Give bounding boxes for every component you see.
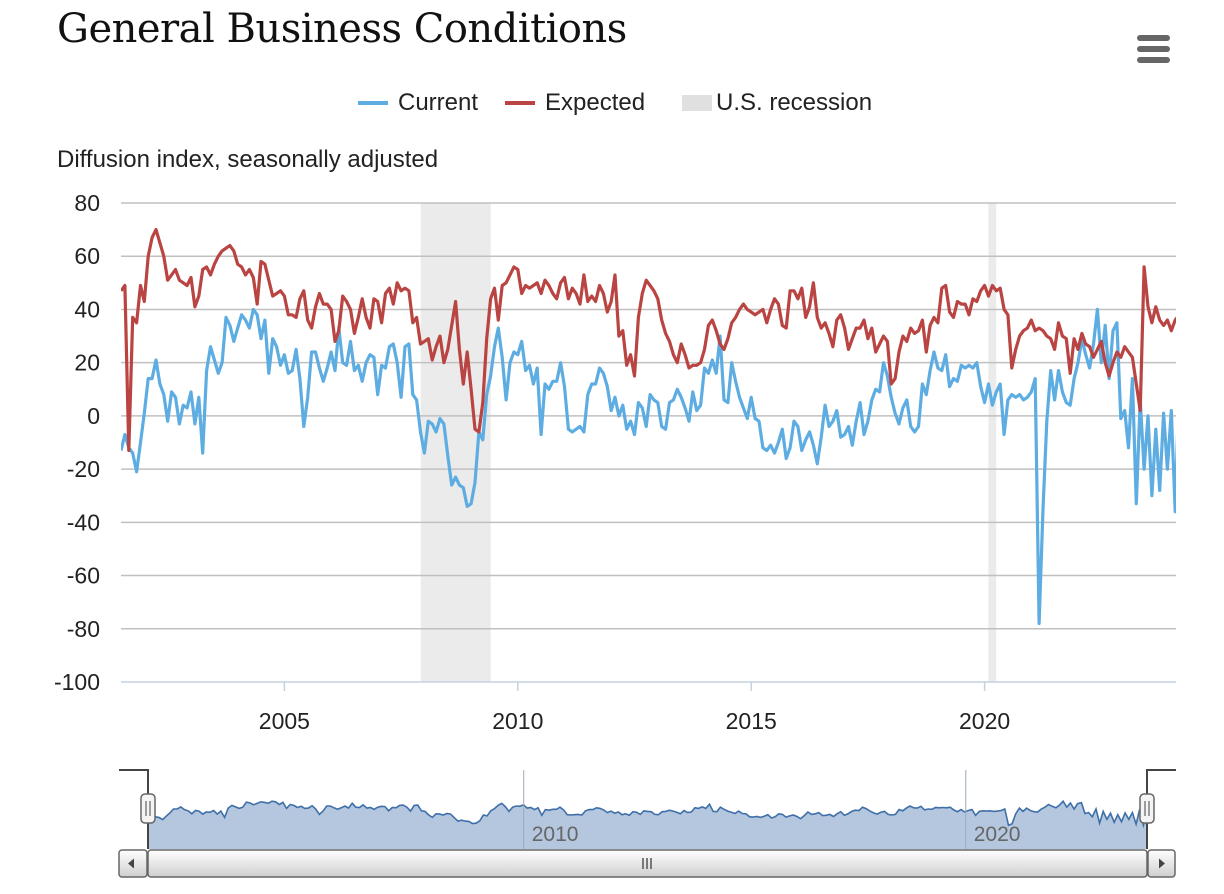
arrow-right-icon <box>1159 858 1165 869</box>
navigator-tick-label: 2020 <box>974 823 1021 846</box>
hamburger-menu-icon <box>1137 35 1170 41</box>
x-tick-label: 2015 <box>726 708 777 734</box>
scrollbar-thumb-bg <box>147 849 1148 878</box>
y-tick-label: 0 <box>87 403 100 429</box>
y-axis-labels: 80 60 40 20 0 -20 -40 -60 -80 -100 <box>54 190 100 695</box>
chart-context-menu-button[interactable] <box>1134 33 1172 65</box>
series-line-current[interactable] <box>121 307 1187 626</box>
legend-item-current[interactable]: Current <box>358 86 478 120</box>
y-tick-label: -40 <box>67 509 100 535</box>
legend-swatch-current <box>358 101 388 105</box>
navigator-tick-label: 2010 <box>532 823 579 846</box>
legend-item-expected[interactable]: Expected <box>505 86 645 120</box>
legend-swatch-expected <box>505 101 535 105</box>
navigator-handle-left[interactable] <box>140 793 156 824</box>
series-line-expected[interactable] <box>121 228 1224 453</box>
y-tick-label: -100 <box>54 669 100 695</box>
grip-icon <box>140 793 156 824</box>
y-tick-label: 60 <box>74 243 100 269</box>
y-tick-label: -80 <box>67 616 100 642</box>
recession-band <box>420 203 491 682</box>
navigator: 2010 2020 <box>118 769 1176 878</box>
scrollbar-right-button[interactable] <box>1147 849 1176 878</box>
y-tick-label: 80 <box>74 190 100 216</box>
legend: Current Expected U.S. recession <box>0 86 1224 120</box>
hamburger-menu-icon-bar <box>1137 46 1170 52</box>
recession-bands <box>420 203 997 682</box>
legend-label-recession: U.S. recession <box>716 89 873 116</box>
navigator-handle-right[interactable] <box>1139 793 1155 824</box>
navigator-area <box>148 801 1147 849</box>
hamburger-menu-icon-bar <box>1137 57 1170 63</box>
x-tick-label: 2020 <box>959 708 1010 734</box>
legend-label-expected: Expected <box>545 89 646 116</box>
recession-band <box>988 203 997 682</box>
scrollbar-right-button-bg <box>1147 849 1176 878</box>
scrollbar-thumb[interactable] <box>147 849 1148 878</box>
y-tick-label: -60 <box>67 563 100 589</box>
navigator-line <box>147 799 1148 829</box>
arrow-left-icon <box>128 858 134 869</box>
grip-icon <box>1139 793 1155 824</box>
x-axis: 2005 2010 2015 2020 <box>259 682 1010 734</box>
x-tick-label: 2005 <box>259 708 310 734</box>
chart-title: General Business Conditions <box>57 6 627 52</box>
scrollbar-left-button[interactable] <box>118 849 148 878</box>
legend-swatch-recession <box>682 95 712 111</box>
y-tick-label: -20 <box>67 456 100 482</box>
y-axis-title: Diffusion index, seasonally adjusted <box>57 146 439 173</box>
y-tick-label: 40 <box>74 296 100 322</box>
scrollbar-left-button-bg <box>118 849 148 878</box>
gridlines <box>121 202 1176 683</box>
y-tick-label: 20 <box>74 350 100 376</box>
legend-label-current: Current <box>398 89 479 116</box>
legend-item-recession[interactable]: U.S. recession <box>682 86 872 120</box>
x-tick-label: 2010 <box>492 708 543 734</box>
series-lines <box>121 228 1224 626</box>
